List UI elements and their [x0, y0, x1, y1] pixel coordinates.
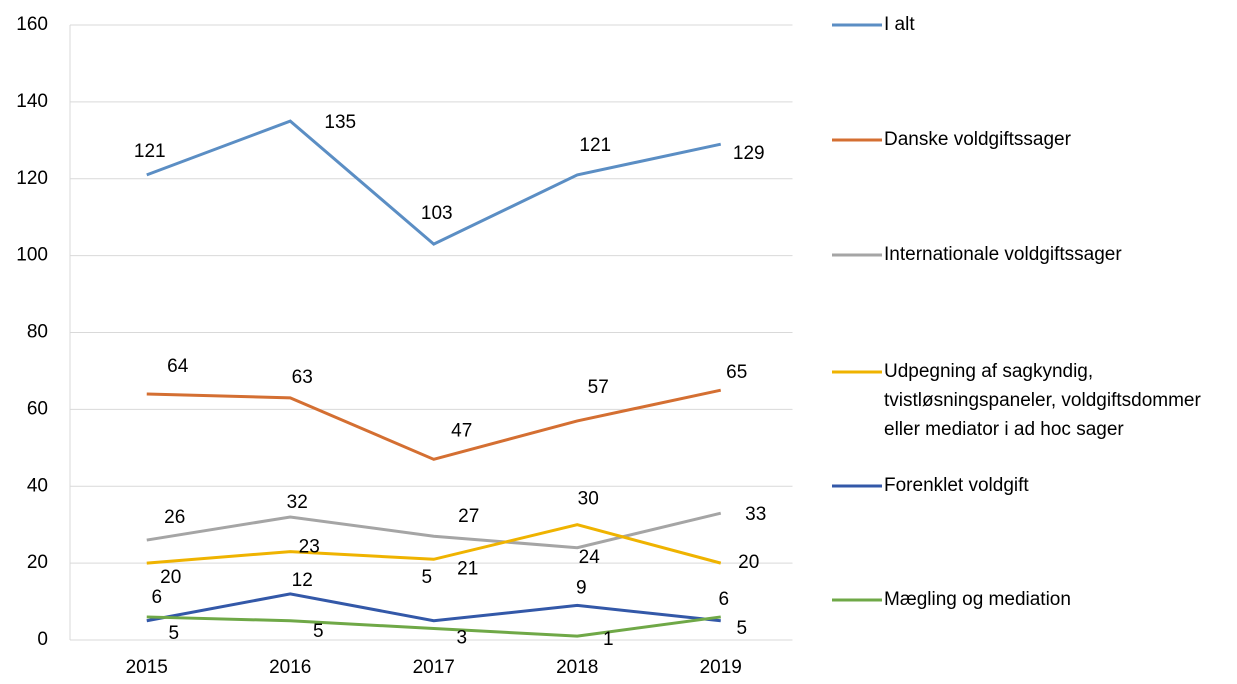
data-label: 32 — [287, 492, 308, 513]
legend-label: Forenklet voldgift — [884, 475, 1029, 496]
x-tick-label: 2019 — [700, 657, 742, 678]
series-line — [146, 523, 722, 565]
data-label: 23 — [299, 537, 320, 558]
data-label: 20 — [160, 567, 181, 588]
series-line — [146, 615, 721, 638]
data-label: 20 — [738, 552, 759, 573]
y-tick-label: 120 — [16, 168, 48, 189]
y-tick-label: 40 — [27, 475, 48, 496]
data-label: 5 — [313, 621, 324, 642]
x-tick-label: 2018 — [556, 657, 598, 678]
y-tick-label: 0 — [37, 629, 48, 650]
data-label: 27 — [458, 506, 479, 527]
x-tick-label: 2015 — [126, 657, 168, 678]
data-label: 135 — [324, 112, 356, 133]
data-label: 64 — [167, 356, 189, 377]
legend-label: I alt — [884, 14, 915, 35]
series-line — [146, 511, 722, 550]
data-label: 5 — [736, 618, 747, 639]
y-tick-label: 60 — [27, 398, 48, 419]
series-line — [146, 388, 722, 461]
data-label: 121 — [579, 135, 611, 156]
data-label: 24 — [579, 547, 601, 568]
data-label: 5 — [421, 567, 432, 588]
series-line — [146, 119, 722, 246]
data-label: 1 — [603, 629, 614, 650]
data-label: 33 — [745, 504, 766, 525]
y-tick-label: 140 — [16, 91, 48, 112]
data-label: 26 — [164, 507, 185, 528]
y-tick-label: 80 — [27, 322, 48, 343]
data-label: 21 — [457, 558, 478, 579]
data-label: 3 — [456, 627, 467, 648]
data-label: 6 — [718, 589, 729, 610]
data-label: 6 — [151, 587, 162, 608]
data-label: 9 — [576, 577, 587, 598]
legend-label: Mægling og mediation — [884, 589, 1071, 610]
data-label: 129 — [733, 143, 765, 164]
data-label: 12 — [292, 570, 313, 591]
data-label: 30 — [578, 489, 599, 510]
data-label: 47 — [451, 420, 472, 441]
data-label: 121 — [134, 141, 166, 162]
data-label: 65 — [726, 362, 747, 383]
y-tick-label: 160 — [16, 14, 48, 35]
y-tick-label: 20 — [27, 552, 48, 573]
legend-label: Udpegning af sagkyndig, tvistløsningspan… — [884, 361, 1201, 440]
x-tick-label: 2016 — [269, 657, 311, 678]
data-label: 63 — [292, 367, 313, 388]
data-label: 5 — [168, 623, 179, 644]
data-label: 103 — [421, 203, 453, 224]
x-tick-label: 2017 — [413, 657, 455, 678]
y-tick-label: 100 — [16, 245, 48, 266]
series-line — [146, 592, 721, 623]
legend-label: Internationale voldgiftssager — [884, 244, 1122, 265]
data-label: 57 — [588, 377, 609, 398]
legend-label: Danske voldgiftssager — [884, 129, 1071, 150]
